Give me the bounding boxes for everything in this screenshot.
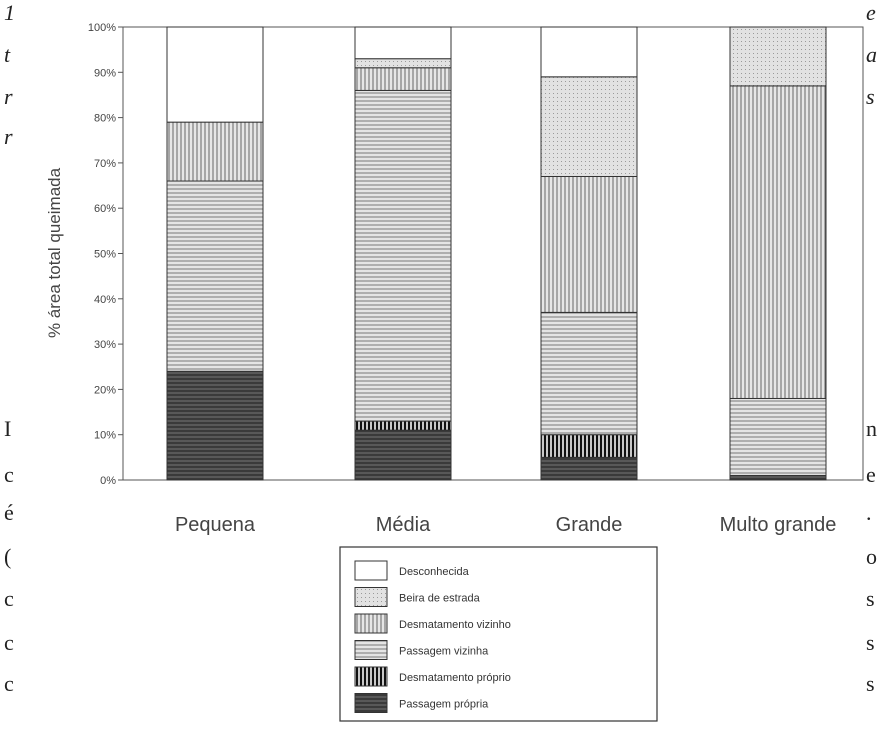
- legend-box: [339, 546, 658, 722]
- left-margin-fragment: r: [4, 84, 13, 109]
- legend-swatch: [354, 640, 388, 660]
- bar-segment-passagem-pr-pria: [354, 429, 452, 481]
- left-margin-fragment: t: [4, 42, 11, 67]
- legend-swatch: [354, 693, 388, 713]
- left-margin-fragment: (: [4, 544, 12, 569]
- bar-segment-desconhecida: [354, 26, 452, 60]
- bars: [166, 26, 827, 481]
- y-tick-label: 50%: [94, 249, 116, 261]
- left-margin-fragment: c: [4, 671, 14, 696]
- bar-segment-beira-de-estrada: [354, 58, 452, 69]
- x-tick-label: Pequena: [175, 514, 256, 536]
- y-tick-label: 30%: [94, 339, 116, 351]
- left-margin-fragment: r: [4, 124, 13, 149]
- right-margin-fragment: .: [866, 500, 872, 525]
- left-margin-fragment: é: [4, 500, 14, 525]
- bar-segment-passagem-pr-pria: [540, 456, 638, 481]
- bar-segment-beira-de-estrada: [729, 26, 827, 87]
- left-margin-fragment: I: [4, 416, 12, 441]
- legend-swatch: [354, 613, 388, 634]
- y-tick-label: 40%: [94, 294, 116, 306]
- legend-label: Desmatamento vizinho: [399, 619, 511, 631]
- bar-segment-desmatamento-pr-prio: [354, 420, 452, 431]
- bar-segment-passagem-pr-pria: [729, 474, 827, 481]
- y-tick-label: 0%: [100, 475, 116, 487]
- legend-swatch: [354, 587, 388, 607]
- y-axis-ticks: 0% 10% 20% 30% 40% 50% 60% 70% 80% 90% 100%: [88, 22, 123, 487]
- bar-segment-desmatamento-vizinho: [354, 67, 452, 91]
- right-margin-fragment: s: [866, 586, 875, 611]
- bar-segment-beira-de-estrada: [540, 76, 638, 177]
- bar-segment-desmatamento-pr-prio: [540, 434, 638, 458]
- right-margin-fragment: o: [866, 544, 877, 569]
- right-margin-fragment: e: [866, 0, 876, 25]
- left-margin-fragment: c: [4, 630, 14, 655]
- y-tick-label: 70%: [94, 158, 116, 170]
- right-margin-fragment: e: [866, 462, 876, 487]
- bar-segment-passagem-vizinha: [354, 89, 452, 422]
- legend-label: Desconhecida: [399, 566, 470, 578]
- bar-segment-desmatamento-vizinho: [729, 85, 827, 399]
- bar-segment-passagem-vizinha: [540, 311, 638, 436]
- legend: Desconhecida Beira de estrada Desmatamento…: [339, 546, 658, 722]
- legend-label: Passagem vizinha: [399, 646, 489, 658]
- x-tick-label: Média: [376, 514, 431, 536]
- bar-segment-desmatamento-vizinho: [540, 175, 638, 313]
- y-tick-label: 80%: [94, 113, 116, 125]
- left-margin-fragment: c: [4, 586, 14, 611]
- right-margin-fragment: s: [866, 630, 875, 655]
- legend-label: Passagem própria: [399, 699, 489, 711]
- y-tick-label: 60%: [94, 203, 116, 215]
- right-margin-fragment: s: [866, 671, 875, 696]
- right-margin-fragment: n: [866, 416, 877, 441]
- legend-label: Beira de estrada: [399, 593, 481, 605]
- right-margin-fragment: s: [866, 84, 875, 109]
- x-axis-labels: Pequena Média Grande Multo grande: [175, 514, 836, 536]
- bar-segment-passagem-vizinha: [166, 180, 264, 372]
- legend-swatch: [354, 560, 388, 581]
- bar-segment-passagem-vizinha: [729, 397, 827, 476]
- legend-label: Desmatamento próprio: [399, 672, 511, 684]
- y-axis-label: % área total queimada: [45, 167, 64, 338]
- bar-segment-desmatamento-vizinho: [166, 121, 264, 182]
- y-tick-label: 100%: [88, 22, 116, 34]
- bar-segment-desconhecida: [166, 26, 264, 123]
- x-tick-label: Grande: [556, 514, 623, 536]
- left-margin-fragment: c: [4, 462, 14, 487]
- y-tick-label: 10%: [94, 430, 116, 442]
- y-tick-label: 90%: [94, 67, 116, 79]
- left-margin-fragment: 1: [4, 0, 15, 25]
- y-tick-label: 20%: [94, 384, 116, 396]
- bar-segment-desconhecida: [540, 26, 638, 78]
- legend-swatch: [354, 666, 388, 687]
- bar-segment-passagem-pr-pria: [166, 370, 264, 481]
- right-margin-fragment: a: [866, 42, 877, 67]
- x-tick-label: Multo grande: [720, 514, 837, 536]
